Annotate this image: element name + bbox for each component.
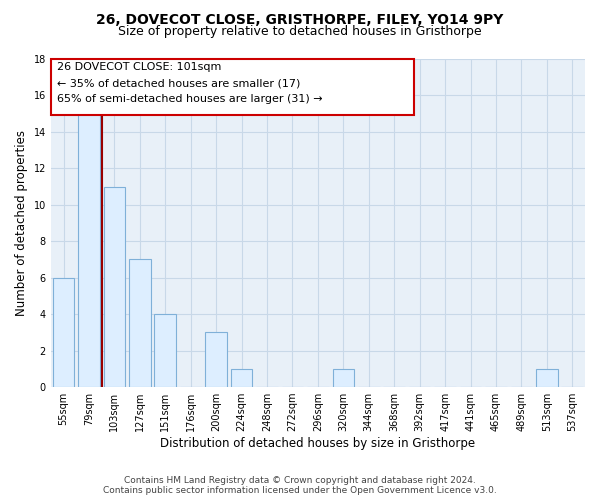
Text: 26 DOVECOT CLOSE: 101sqm: 26 DOVECOT CLOSE: 101sqm: [57, 62, 221, 72]
Text: Contains public sector information licensed under the Open Government Licence v3: Contains public sector information licen…: [103, 486, 497, 495]
Bar: [231, 369, 253, 387]
Bar: [332, 369, 354, 387]
Text: 26, DOVECOT CLOSE, GRISTHORPE, FILEY, YO14 9PY: 26, DOVECOT CLOSE, GRISTHORPE, FILEY, YO…: [97, 12, 503, 26]
Text: 65% of semi-detached houses are larger (31) →: 65% of semi-detached houses are larger (…: [57, 94, 322, 104]
X-axis label: Distribution of detached houses by size in Gristhorpe: Distribution of detached houses by size …: [160, 437, 475, 450]
Text: Contains HM Land Registry data © Crown copyright and database right 2024.: Contains HM Land Registry data © Crown c…: [124, 476, 476, 485]
Text: ← 35% of detached houses are smaller (17): ← 35% of detached houses are smaller (17…: [57, 79, 300, 89]
Text: Size of property relative to detached houses in Gristhorpe: Size of property relative to detached ho…: [118, 25, 482, 38]
Bar: [104, 186, 125, 387]
Bar: [154, 314, 176, 387]
Bar: [78, 114, 100, 387]
Bar: [536, 369, 557, 387]
Bar: [53, 278, 74, 387]
Bar: [129, 260, 151, 387]
Bar: [205, 332, 227, 387]
Y-axis label: Number of detached properties: Number of detached properties: [15, 130, 28, 316]
